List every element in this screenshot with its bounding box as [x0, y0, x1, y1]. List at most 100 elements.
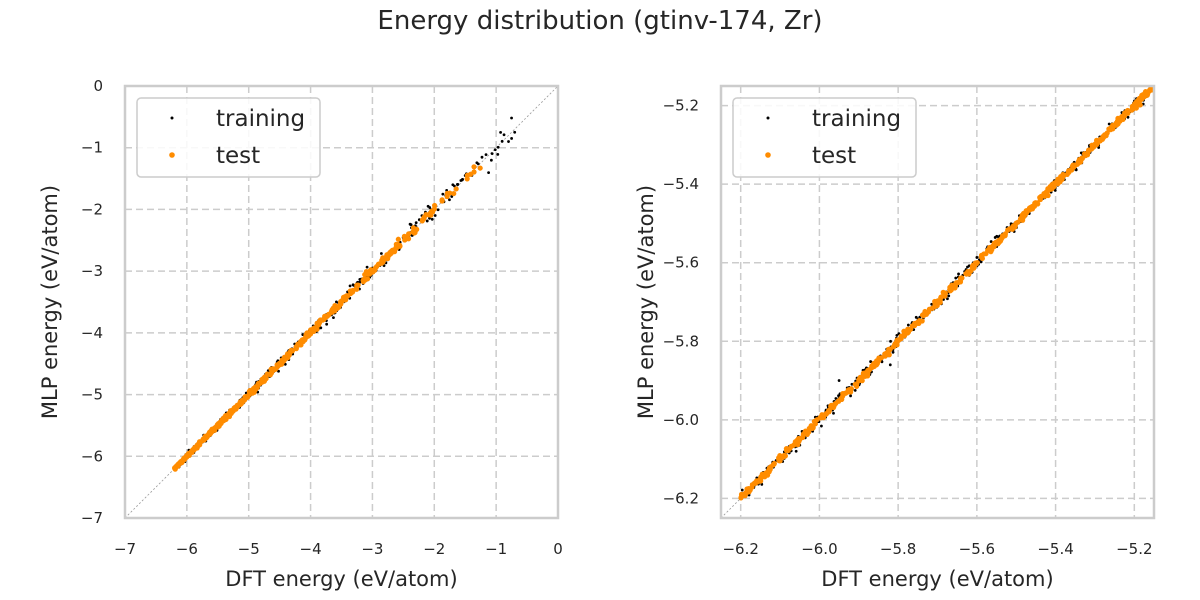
- point-test: [770, 462, 776, 468]
- point-training: [507, 140, 510, 143]
- point-training: [448, 198, 451, 202]
- point-training: [966, 265, 969, 269]
- point-test: [306, 332, 312, 338]
- x-tick-label: −5: [238, 540, 260, 558]
- plot-frame: [123, 84, 560, 520]
- y-tick-label: −3: [81, 262, 103, 280]
- legend-marker-training: [766, 116, 770, 120]
- point-test: [875, 359, 881, 365]
- point-training: [351, 283, 355, 287]
- y-tick-label: −5.6: [663, 254, 699, 272]
- legend-label-training: training: [216, 106, 305, 132]
- point-test: [1130, 106, 1136, 112]
- point-test: [311, 328, 317, 334]
- point-test: [269, 367, 275, 373]
- point-test: [177, 459, 184, 466]
- point-test: [989, 243, 996, 249]
- point-training: [365, 265, 369, 269]
- point-training: [760, 482, 764, 486]
- point-test: [821, 412, 827, 418]
- page-title: Energy distribution (gtinv-174, Zr): [377, 6, 823, 36]
- point-test: [451, 190, 457, 197]
- point-test: [372, 265, 378, 271]
- point-test: [330, 308, 336, 314]
- chart-2: −6.2 −6.0 −5.8 −5.6 −5.4 −5.2 −6.2 −6.0 −5.8 −5.6…: [634, 84, 1156, 591]
- point-test: [1140, 94, 1147, 100]
- point-training: [832, 411, 835, 415]
- point-training: [499, 131, 502, 134]
- legend-label-training: training: [812, 106, 901, 132]
- point-test: [934, 302, 940, 309]
- point-test: [785, 447, 791, 454]
- point-test: [862, 372, 868, 378]
- point-test: [428, 212, 434, 218]
- point-training: [358, 280, 362, 284]
- point-test: [922, 312, 928, 318]
- point-test: [892, 340, 899, 346]
- point-test: [968, 268, 974, 274]
- point-training: [451, 183, 455, 187]
- point-test: [276, 360, 283, 366]
- y-tick-label: −5.2: [663, 97, 699, 115]
- point-test: [1072, 163, 1078, 169]
- point-test: [1023, 210, 1029, 217]
- point-training: [906, 323, 910, 327]
- y-tick-label: −1: [81, 139, 103, 157]
- point-training: [277, 369, 280, 373]
- point-test: [1029, 206, 1036, 212]
- point-test: [1089, 142, 1095, 148]
- point-test: [262, 376, 269, 382]
- y-axis-label: MLP energy (eV/atom): [38, 185, 62, 419]
- point-test: [1037, 196, 1043, 203]
- point-test: [830, 404, 837, 411]
- point-test: [845, 387, 851, 393]
- point-training: [853, 389, 857, 392]
- point-test: [184, 454, 190, 460]
- point-test: [885, 351, 892, 357]
- point-training: [325, 322, 329, 326]
- point-test: [1076, 156, 1082, 163]
- point-test: [1086, 147, 1092, 153]
- series-test: [172, 164, 483, 472]
- point-training: [914, 315, 918, 319]
- point-training: [1053, 188, 1057, 192]
- point-training: [957, 272, 960, 276]
- point-test: [905, 329, 911, 335]
- point-training: [513, 130, 517, 134]
- legend-label-test: test: [216, 143, 260, 169]
- point-test: [796, 437, 803, 443]
- point-training: [441, 192, 445, 196]
- x-tick-label: −3: [361, 540, 383, 558]
- point-test: [1019, 212, 1025, 218]
- y-tick-label: −5: [81, 386, 103, 404]
- point-test: [389, 249, 395, 255]
- x-tick-label: −6.0: [801, 540, 837, 558]
- chart-1: −7 −6 −5 −4 −3 −2 −1 0 −7 −6 −5 −4 −3 −2 −1 0 DFT energy…: [38, 77, 563, 591]
- point-test: [423, 211, 429, 218]
- point-test: [738, 494, 744, 500]
- point-training: [425, 219, 429, 223]
- point-test: [340, 297, 346, 304]
- point-training: [461, 177, 464, 181]
- point-training: [475, 161, 479, 165]
- point-training: [283, 362, 287, 366]
- point-test: [978, 254, 984, 260]
- x-tick-label: −5.4: [1037, 540, 1073, 558]
- y-tick-label: −6: [81, 447, 103, 465]
- point-test: [477, 165, 483, 171]
- point-training: [979, 260, 983, 264]
- point-test: [444, 193, 450, 200]
- legend-marker-test: [169, 152, 175, 158]
- point-test: [776, 455, 782, 461]
- point-training: [408, 222, 412, 226]
- point-test: [249, 388, 255, 394]
- x-tick-label: −7: [114, 540, 136, 558]
- point-test: [384, 252, 390, 258]
- point-test: [1051, 180, 1058, 186]
- x-tick-label: 0: [553, 540, 563, 558]
- point-training: [502, 133, 506, 137]
- point-test: [194, 443, 200, 449]
- legend-label-test: test: [812, 143, 856, 169]
- point-training: [335, 300, 338, 304]
